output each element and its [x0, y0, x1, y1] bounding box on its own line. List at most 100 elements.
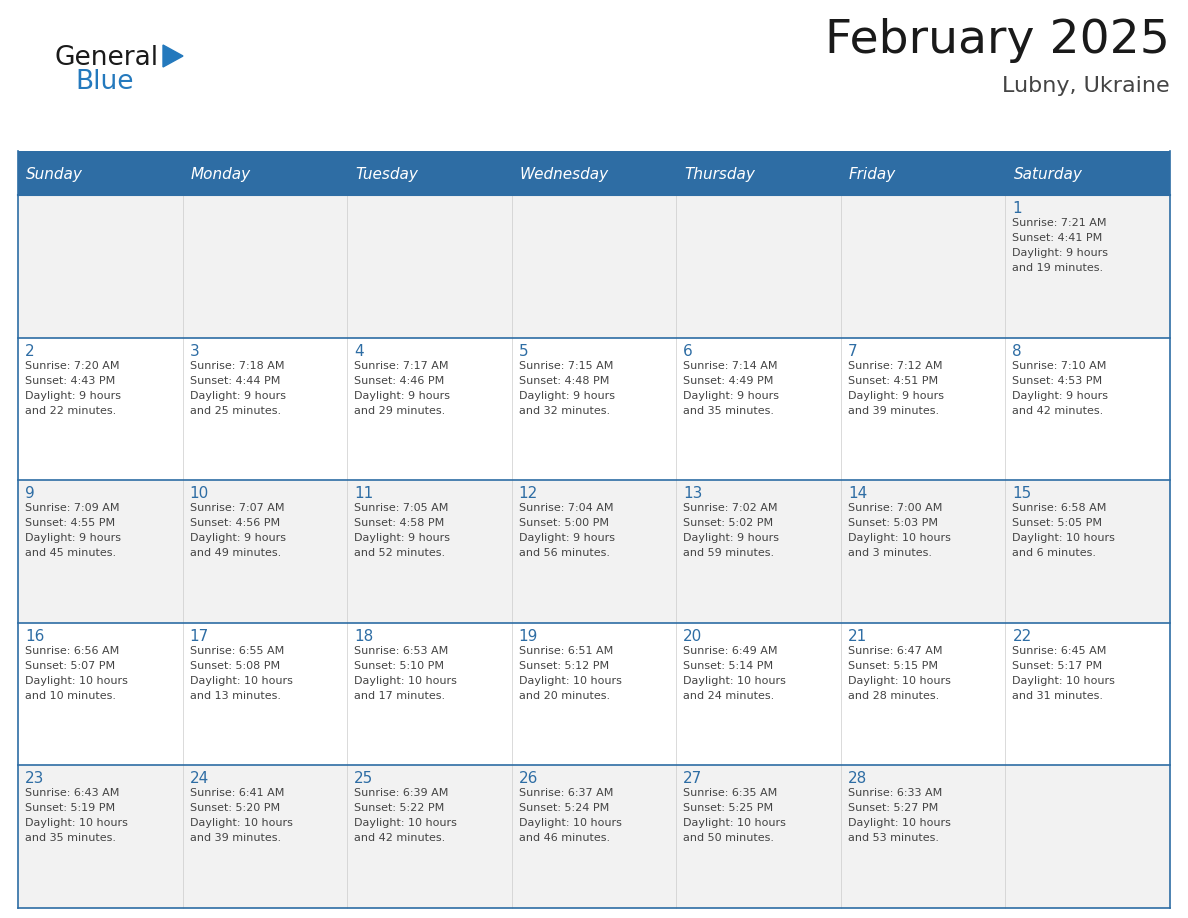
- Text: Daylight: 10 hours: Daylight: 10 hours: [25, 819, 128, 828]
- Text: and 20 minutes.: and 20 minutes.: [519, 691, 609, 700]
- Text: 21: 21: [848, 629, 867, 644]
- Text: 25: 25: [354, 771, 373, 787]
- Text: and 56 minutes.: and 56 minutes.: [519, 548, 609, 558]
- Text: Daylight: 10 hours: Daylight: 10 hours: [190, 819, 292, 828]
- Text: Daylight: 10 hours: Daylight: 10 hours: [1012, 533, 1116, 543]
- Text: Daylight: 9 hours: Daylight: 9 hours: [190, 390, 285, 400]
- Text: Sunrise: 6:33 AM: Sunrise: 6:33 AM: [848, 789, 942, 799]
- Text: Daylight: 10 hours: Daylight: 10 hours: [683, 676, 786, 686]
- Text: Sunrise: 7:02 AM: Sunrise: 7:02 AM: [683, 503, 778, 513]
- Text: Sunrise: 7:18 AM: Sunrise: 7:18 AM: [190, 361, 284, 371]
- Text: 23: 23: [25, 771, 44, 787]
- Text: 1: 1: [1012, 201, 1022, 216]
- Text: Sunset: 5:05 PM: Sunset: 5:05 PM: [1012, 518, 1102, 528]
- Text: and 52 minutes.: and 52 minutes.: [354, 548, 446, 558]
- Text: Sunset: 5:07 PM: Sunset: 5:07 PM: [25, 661, 115, 671]
- Text: and 25 minutes.: and 25 minutes.: [190, 406, 280, 416]
- Text: Sunset: 5:12 PM: Sunset: 5:12 PM: [519, 661, 608, 671]
- Text: 7: 7: [848, 343, 858, 359]
- Text: Sunrise: 6:41 AM: Sunrise: 6:41 AM: [190, 789, 284, 799]
- Text: Daylight: 9 hours: Daylight: 9 hours: [519, 390, 614, 400]
- Text: Daylight: 10 hours: Daylight: 10 hours: [25, 676, 128, 686]
- Text: Sunset: 5:19 PM: Sunset: 5:19 PM: [25, 803, 115, 813]
- Text: and 3 minutes.: and 3 minutes.: [848, 548, 931, 558]
- Text: Sunrise: 7:05 AM: Sunrise: 7:05 AM: [354, 503, 449, 513]
- Text: Sunset: 5:17 PM: Sunset: 5:17 PM: [1012, 661, 1102, 671]
- Text: Sunrise: 7:21 AM: Sunrise: 7:21 AM: [1012, 218, 1107, 228]
- Text: Daylight: 10 hours: Daylight: 10 hours: [190, 676, 292, 686]
- Text: and 49 minutes.: and 49 minutes.: [190, 548, 280, 558]
- Text: 28: 28: [848, 771, 867, 787]
- Text: February 2025: February 2025: [826, 18, 1170, 63]
- Text: 15: 15: [1012, 487, 1031, 501]
- Text: Daylight: 10 hours: Daylight: 10 hours: [1012, 676, 1116, 686]
- Text: Wednesday: Wednesday: [519, 167, 608, 183]
- Text: Daylight: 9 hours: Daylight: 9 hours: [1012, 248, 1108, 258]
- Text: Friday: Friday: [849, 167, 896, 183]
- Text: 18: 18: [354, 629, 373, 644]
- Text: and 19 minutes.: and 19 minutes.: [1012, 263, 1104, 273]
- Text: Daylight: 9 hours: Daylight: 9 hours: [25, 533, 121, 543]
- Text: 12: 12: [519, 487, 538, 501]
- Text: Sunset: 5:00 PM: Sunset: 5:00 PM: [519, 518, 608, 528]
- Text: Tuesday: Tuesday: [355, 167, 418, 183]
- Text: Sunset: 4:58 PM: Sunset: 4:58 PM: [354, 518, 444, 528]
- Text: Sunrise: 7:07 AM: Sunrise: 7:07 AM: [190, 503, 284, 513]
- Text: 9: 9: [25, 487, 34, 501]
- Text: Sunrise: 6:43 AM: Sunrise: 6:43 AM: [25, 789, 119, 799]
- Text: Sunset: 5:20 PM: Sunset: 5:20 PM: [190, 803, 279, 813]
- Text: Sunrise: 7:00 AM: Sunrise: 7:00 AM: [848, 503, 942, 513]
- Text: Sunset: 4:41 PM: Sunset: 4:41 PM: [1012, 233, 1102, 243]
- Text: and 28 minutes.: and 28 minutes.: [848, 691, 939, 700]
- Text: Daylight: 9 hours: Daylight: 9 hours: [848, 390, 943, 400]
- Text: Sunrise: 6:49 AM: Sunrise: 6:49 AM: [683, 645, 778, 655]
- Text: 4: 4: [354, 343, 364, 359]
- Text: and 24 minutes.: and 24 minutes.: [683, 691, 775, 700]
- Text: Monday: Monday: [190, 167, 251, 183]
- Text: Daylight: 10 hours: Daylight: 10 hours: [848, 819, 950, 828]
- Text: Sunset: 5:08 PM: Sunset: 5:08 PM: [190, 661, 279, 671]
- Text: Sunset: 5:24 PM: Sunset: 5:24 PM: [519, 803, 609, 813]
- Text: and 29 minutes.: and 29 minutes.: [354, 406, 446, 416]
- Text: 10: 10: [190, 487, 209, 501]
- Text: and 42 minutes.: and 42 minutes.: [1012, 406, 1104, 416]
- Text: and 46 minutes.: and 46 minutes.: [519, 834, 609, 844]
- Text: and 59 minutes.: and 59 minutes.: [683, 548, 775, 558]
- Text: Sunset: 5:10 PM: Sunset: 5:10 PM: [354, 661, 444, 671]
- Text: and 6 minutes.: and 6 minutes.: [1012, 548, 1097, 558]
- Bar: [18, 480, 1170, 622]
- Text: Sunset: 4:44 PM: Sunset: 4:44 PM: [190, 375, 280, 386]
- Text: Sunset: 5:03 PM: Sunset: 5:03 PM: [848, 518, 937, 528]
- Text: Sunrise: 7:10 AM: Sunrise: 7:10 AM: [1012, 361, 1107, 371]
- Polygon shape: [163, 45, 183, 67]
- Text: and 17 minutes.: and 17 minutes.: [354, 691, 446, 700]
- Text: Sunset: 4:43 PM: Sunset: 4:43 PM: [25, 375, 115, 386]
- Text: 22: 22: [1012, 629, 1031, 644]
- Text: Daylight: 10 hours: Daylight: 10 hours: [519, 819, 621, 828]
- Text: Sunset: 4:51 PM: Sunset: 4:51 PM: [848, 375, 939, 386]
- Bar: [18, 151, 1170, 155]
- Text: Daylight: 10 hours: Daylight: 10 hours: [848, 533, 950, 543]
- Bar: [18, 622, 1170, 766]
- Text: Daylight: 9 hours: Daylight: 9 hours: [354, 533, 450, 543]
- Text: Sunrise: 7:17 AM: Sunrise: 7:17 AM: [354, 361, 449, 371]
- Text: Sunrise: 6:45 AM: Sunrise: 6:45 AM: [1012, 645, 1107, 655]
- Text: Daylight: 9 hours: Daylight: 9 hours: [1012, 390, 1108, 400]
- Text: Sunrise: 7:20 AM: Sunrise: 7:20 AM: [25, 361, 120, 371]
- Text: Sunrise: 7:04 AM: Sunrise: 7:04 AM: [519, 503, 613, 513]
- Text: Sunset: 5:15 PM: Sunset: 5:15 PM: [848, 661, 937, 671]
- Text: Sunrise: 7:12 AM: Sunrise: 7:12 AM: [848, 361, 942, 371]
- Text: Sunrise: 6:53 AM: Sunrise: 6:53 AM: [354, 645, 448, 655]
- Text: Sunset: 4:55 PM: Sunset: 4:55 PM: [25, 518, 115, 528]
- Text: Sunrise: 7:15 AM: Sunrise: 7:15 AM: [519, 361, 613, 371]
- Text: Sunday: Sunday: [26, 167, 83, 183]
- Text: Sunrise: 6:56 AM: Sunrise: 6:56 AM: [25, 645, 119, 655]
- Text: Sunrise: 6:35 AM: Sunrise: 6:35 AM: [683, 789, 777, 799]
- Text: 26: 26: [519, 771, 538, 787]
- Text: 6: 6: [683, 343, 693, 359]
- Text: Daylight: 10 hours: Daylight: 10 hours: [848, 676, 950, 686]
- Text: 13: 13: [683, 487, 702, 501]
- Text: Sunrise: 6:58 AM: Sunrise: 6:58 AM: [1012, 503, 1107, 513]
- Text: Sunrise: 6:55 AM: Sunrise: 6:55 AM: [190, 645, 284, 655]
- Text: 17: 17: [190, 629, 209, 644]
